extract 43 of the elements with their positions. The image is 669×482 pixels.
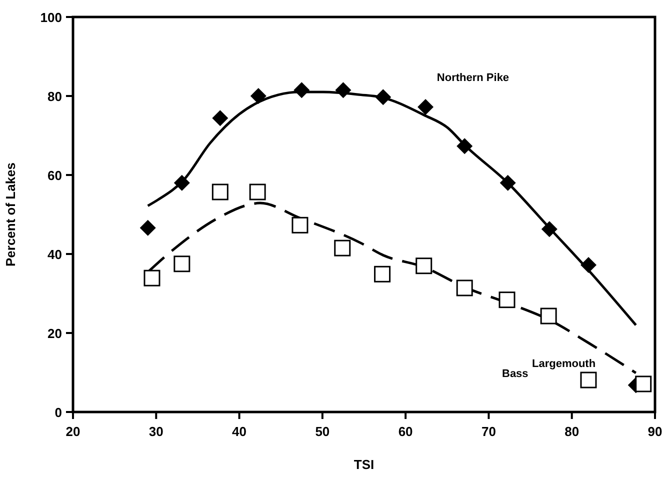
x-tick-label: 50 bbox=[315, 424, 330, 439]
x-tick-label: 60 bbox=[398, 424, 413, 439]
point bbox=[174, 174, 190, 191]
y-tick-label: 40 bbox=[48, 247, 62, 262]
point bbox=[335, 82, 352, 98]
point bbox=[498, 292, 516, 308]
point bbox=[212, 110, 228, 126]
point bbox=[250, 88, 266, 104]
point bbox=[292, 216, 308, 234]
y-tick-label: 80 bbox=[48, 89, 62, 104]
point bbox=[540, 308, 557, 324]
x-tick-label: 90 bbox=[648, 424, 662, 439]
point bbox=[416, 258, 432, 274]
point bbox=[456, 138, 473, 154]
y-axis-title: Percent of Lakes bbox=[3, 162, 18, 267]
point bbox=[294, 82, 310, 98]
x-tick-label: 40 bbox=[232, 424, 247, 439]
point bbox=[144, 270, 160, 286]
point bbox=[418, 99, 434, 116]
x-axis-title: TSI bbox=[354, 457, 374, 472]
y-tick-label: 100 bbox=[40, 10, 62, 25]
point bbox=[456, 280, 473, 296]
x-tick-label: 80 bbox=[564, 424, 580, 439]
y-tick-label: 0 bbox=[54, 405, 62, 420]
point bbox=[635, 376, 652, 392]
x-tick-label: 20 bbox=[66, 424, 80, 439]
x-tick-label: 70 bbox=[481, 424, 496, 439]
point bbox=[174, 256, 190, 272]
x-tick-label: 30 bbox=[148, 424, 164, 439]
point bbox=[500, 174, 516, 191]
point bbox=[375, 89, 392, 106]
point bbox=[541, 221, 558, 238]
point bbox=[374, 266, 391, 282]
point bbox=[140, 220, 156, 236]
point bbox=[249, 184, 266, 200]
series-label: Northern Pike bbox=[436, 72, 510, 84]
point bbox=[580, 372, 597, 388]
point bbox=[334, 240, 351, 256]
point bbox=[580, 257, 596, 274]
y-tick-label: 20 bbox=[48, 326, 62, 341]
y-tick-label: 60 bbox=[48, 168, 62, 183]
series-label: Largemouth Bass bbox=[502, 358, 596, 380]
point bbox=[212, 184, 228, 200]
